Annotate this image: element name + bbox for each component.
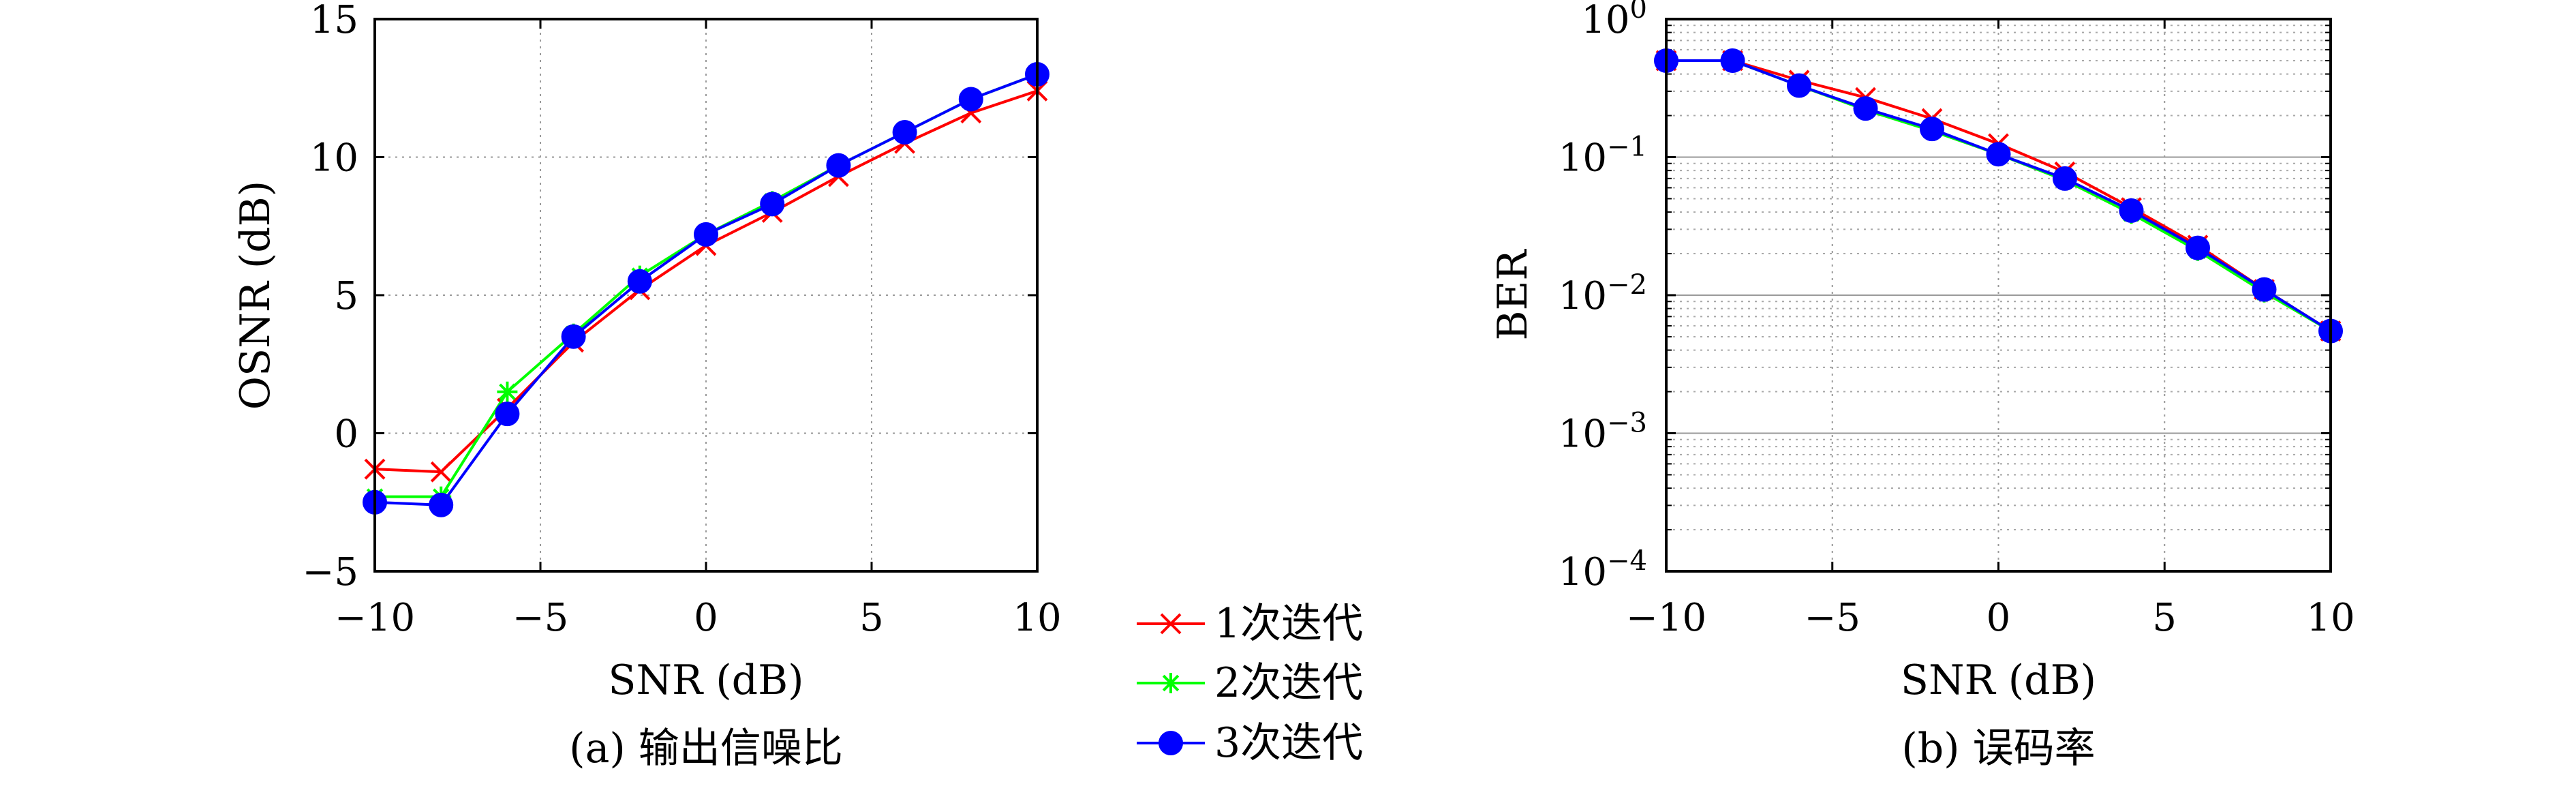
- data-point-dot: [760, 192, 785, 217]
- data-point-dot: [429, 492, 454, 517]
- y-tick-label: 15: [310, 0, 358, 42]
- data-point: [1920, 117, 1944, 142]
- legend-item-1: 1次迭代: [1137, 600, 1363, 648]
- data-point: [1787, 73, 1811, 98]
- data-point: [2119, 198, 2144, 223]
- y-tick-label: 10−2: [1559, 269, 1647, 318]
- data-point: [958, 87, 983, 112]
- y-tick-label: −5: [302, 550, 358, 594]
- data-point-dot: [495, 402, 520, 427]
- x-tick-label: −5: [512, 596, 569, 640]
- x-axis-label: SNR (dB): [1901, 656, 2096, 704]
- data-point-dot: [892, 120, 917, 145]
- y-axis-label: OSNR (dB): [232, 181, 279, 410]
- y-tick-label: 10−3: [1559, 408, 1647, 457]
- plot-frame: [1665, 18, 2332, 573]
- data-point: [497, 381, 518, 402]
- data-point: [1853, 96, 1878, 121]
- data-point: [2186, 235, 2210, 260]
- legend-marker-dot: [1159, 731, 1183, 755]
- data-point: [561, 324, 586, 349]
- legend-marker-stroke: [1160, 613, 1182, 635]
- data-point-dot: [1986, 142, 2011, 167]
- data-point: [1720, 48, 1745, 73]
- x-tick-label: −10: [1626, 596, 1706, 640]
- legend-marker: [1160, 613, 1182, 635]
- y-tick-label: 10−1: [1559, 132, 1647, 181]
- y-tick-label: 10: [310, 136, 358, 181]
- data-point-dot: [627, 269, 652, 294]
- panel-caption: (b) 误码率: [1901, 725, 2095, 772]
- y-tick-label: 10−4: [1559, 545, 1647, 594]
- y-tick-label: 5: [334, 274, 358, 318]
- legend-label: 2次迭代: [1214, 659, 1363, 707]
- data-point: [694, 222, 718, 247]
- data-point-dot: [2252, 277, 2277, 302]
- legend-item-2: 2次迭代: [1137, 659, 1363, 707]
- x-tick-label: −10: [335, 596, 415, 640]
- data-point-dot: [2053, 166, 2077, 191]
- data-point: [892, 120, 917, 145]
- series-3: [363, 62, 1049, 517]
- data-point-dot: [561, 324, 586, 349]
- data-point-stroke: [499, 383, 516, 400]
- x-tick-label: 10: [1013, 596, 1061, 640]
- data-point-dot: [1720, 48, 1745, 73]
- data-point-stroke: [430, 461, 452, 483]
- legend-label: 3次迭代: [1214, 719, 1363, 767]
- data-point: [2252, 277, 2277, 302]
- legend-marker: [1159, 731, 1183, 755]
- x-tick-label: 5: [859, 596, 884, 640]
- data-point: [2053, 166, 2077, 191]
- panel-caption: (a) 输出信噪比: [569, 725, 843, 772]
- data-point-dot: [2119, 198, 2144, 223]
- data-point-dot: [2186, 235, 2210, 260]
- data-point-dot: [826, 153, 851, 178]
- legend-label: 1次迭代: [1214, 600, 1363, 648]
- chart-panel-2: −10 −5 0 5 10 10−4 10−3 10−2 10−1 100 SNR (dB) BER (…: [1489, 0, 2355, 772]
- x-tick-label: 10: [2306, 596, 2355, 640]
- x-tick-label: −5: [1804, 596, 1860, 640]
- legend-marker: [1161, 673, 1181, 693]
- legend-marker-stroke: [1162, 674, 1180, 692]
- data-point-dot: [958, 87, 983, 112]
- data-point-dot: [1920, 117, 1944, 142]
- y-axis-label: BER: [1489, 249, 1537, 341]
- data-point: [495, 402, 520, 427]
- data-point: [430, 461, 452, 483]
- data-point: [627, 269, 652, 294]
- x-tick-label: 0: [1987, 596, 2011, 640]
- x-axis-label: SNR (dB): [608, 656, 803, 704]
- y-tick-label: 0: [334, 412, 358, 457]
- grid: [1666, 18, 2331, 572]
- data-point: [429, 492, 454, 517]
- y-tick-label: 100: [1581, 0, 1647, 42]
- x-tick-label: 5: [2152, 596, 2177, 640]
- legend-item-3: 3次迭代: [1137, 719, 1363, 767]
- legend: 1次迭代 2次迭代 3次迭代: [1137, 600, 1363, 767]
- data-point-dot: [1853, 96, 1878, 121]
- plot-frame: [373, 18, 1039, 573]
- data-point: [1986, 142, 2011, 167]
- x-tick-label: 0: [694, 596, 718, 640]
- data-point-dot: [1787, 73, 1811, 98]
- data-point: [826, 153, 851, 178]
- data-point: [760, 192, 785, 217]
- data-point-dot: [694, 222, 718, 247]
